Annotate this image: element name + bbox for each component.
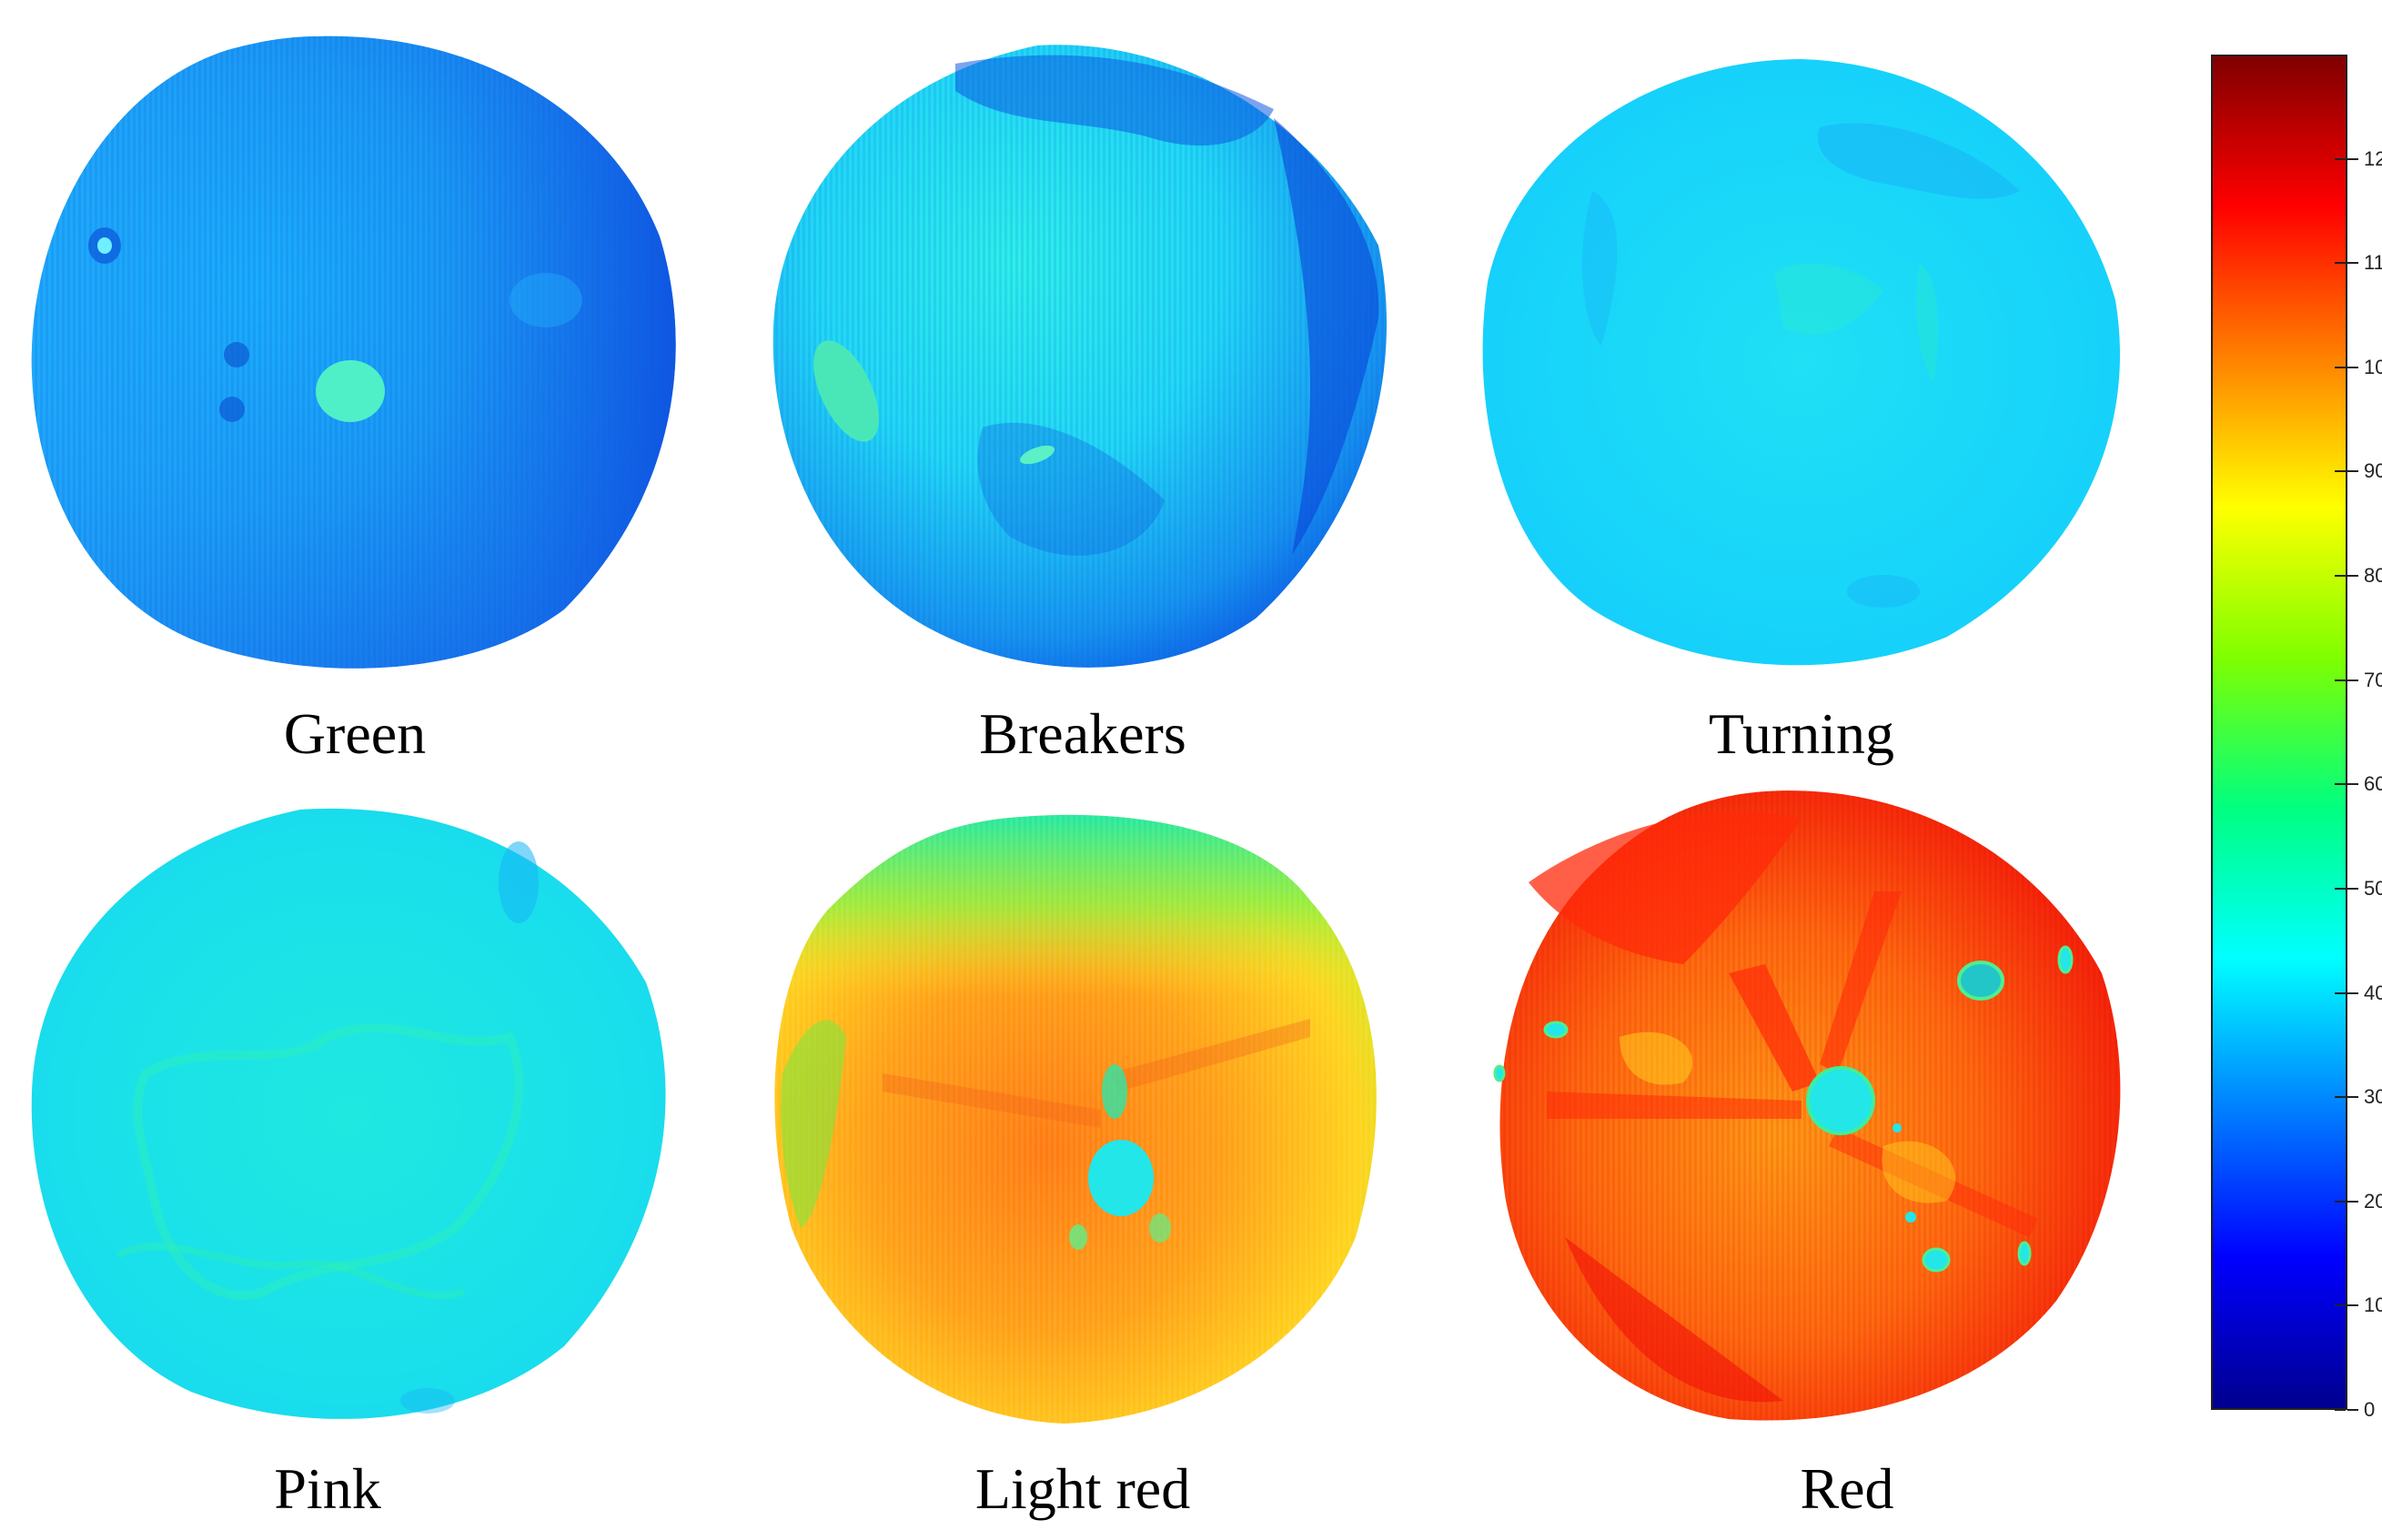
colorbar-tick-label: 110 [2364,251,2382,275]
colorbar-tick [2347,783,2358,786]
panel-turning [1474,55,2129,673]
colorbar-tick-inner [2335,679,2346,681]
colorbar-tick-label: 40 [2364,981,2382,1004]
colorbar-tick [2347,1304,2358,1307]
colorbar-tick-inner [2335,262,2346,265]
light-red-heatmap-image [774,814,1377,1424]
panel-red [1492,782,2129,1437]
panel-label-red: Red [1800,1456,1894,1521]
colorbar-tick-inner [2335,1304,2346,1307]
colorbar-tick [2347,1409,2358,1411]
panel-breakers [764,27,1401,682]
panel-label-pink: Pink [274,1456,381,1521]
colorbar-tick-label: 50 [2364,876,2382,900]
colorbar-tick-label: 70 [2364,668,2382,691]
turning-heatmap-image [1482,59,2120,666]
panel-label-light-red: Light red [974,1456,1191,1521]
colorbar-tick-label: 100 [2364,355,2382,378]
colorbar-tick [2347,366,2358,368]
colorbar-tick-inner [2335,1200,2346,1203]
colorbar-tick-inner [2335,366,2346,368]
colorbar-tick-inner [2335,470,2346,473]
colorbar-tick [2347,887,2358,890]
green-heatmap-image [31,35,676,669]
colorbar-tick-inner [2335,783,2346,786]
colorbar-tick-label: 20 [2364,1189,2382,1213]
panel-light-red [764,800,1401,1437]
colorbar-tick [2347,262,2358,265]
colorbar-tick [2347,1200,2358,1203]
colorbar-tick-label: 80 [2364,564,2382,588]
colorbar-tick-label: 0 [2364,1398,2376,1421]
colorbar-tick [2347,1096,2358,1099]
panel-label-turning: Turning [1709,701,1894,766]
colorbar-tick-inner [2335,575,2346,578]
panel-green [18,27,691,682]
colorbar-tick [2347,157,2358,160]
breakers-heatmap-image [772,45,1387,668]
colorbar [2211,55,2347,1410]
colorbar-tick-inner [2335,887,2346,890]
colorbar-tick [2347,470,2358,473]
colorbar-tick [2347,575,2358,578]
colorbar-tick-label: 10 [2364,1293,2382,1317]
colorbar-tick-inner [2335,157,2346,160]
colorbar-tick [2347,991,2358,994]
colorbar-tick-inner [2335,1096,2346,1099]
panel-pink [27,800,682,1437]
colorbar-tick-label: 60 [2364,772,2382,796]
panel-label-green: Green [283,701,427,766]
colorbar-tick-inner [2335,1409,2346,1411]
colorbar-tick-inner [2335,991,2346,994]
colorbar-tick-label: 30 [2364,1085,2382,1109]
colorbar-tick-label: 120 [2364,146,2382,170]
colorbar-tick [2347,679,2358,681]
red-heatmap-image [1493,790,2121,1421]
pink-heatmap-image [31,808,666,1419]
colorbar-tick-label: 90 [2364,459,2382,483]
panel-label-breakers: Breakers [979,701,1186,766]
